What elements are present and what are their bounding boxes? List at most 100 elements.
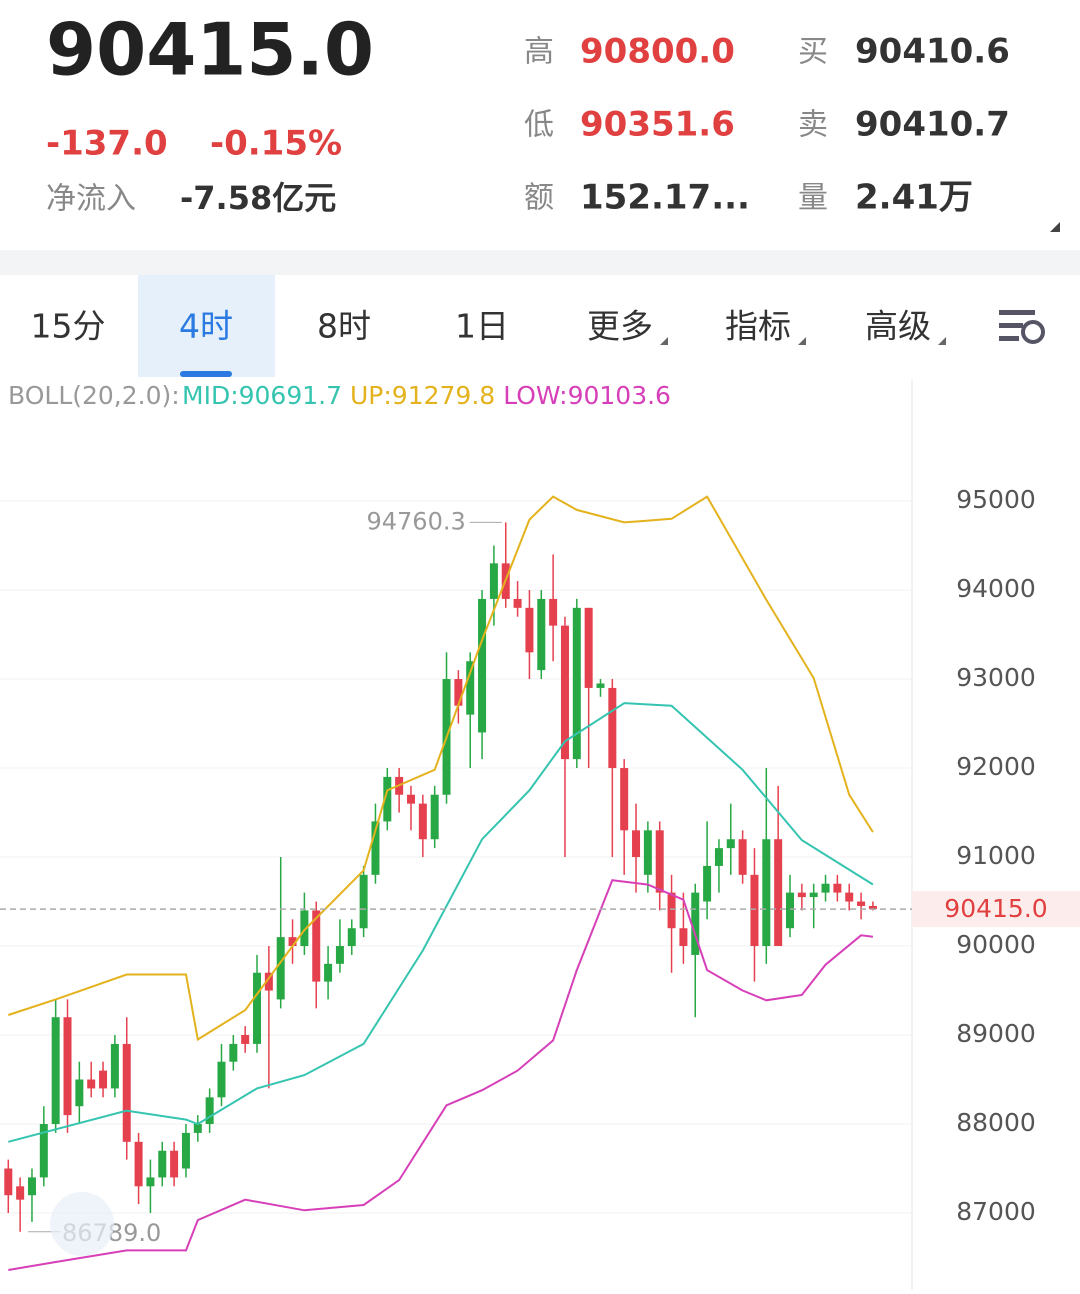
expand-icon[interactable] (1050, 222, 1060, 232)
dropdown-caret (938, 337, 946, 345)
stat-value: 90351.6 (580, 105, 735, 145)
candle-body (39, 1124, 48, 1178)
candle-body (620, 768, 629, 831)
inflow-label: 净流入 (46, 182, 136, 217)
stat-value: 90410.6 (855, 32, 1010, 72)
candle-body (596, 683, 605, 688)
candle-body (16, 1186, 25, 1200)
tab[interactable]: 1日 (455, 307, 509, 346)
candle-body (430, 794, 439, 840)
candle-body (99, 1070, 108, 1089)
settings-icon[interactable] (999, 310, 1045, 344)
dropdown-caret (660, 337, 668, 345)
candle-body (181, 1132, 190, 1169)
active-tab-underline (180, 371, 232, 377)
candle-body (466, 661, 475, 715)
tab[interactable]: 指标 (725, 307, 791, 346)
candle-body (608, 687, 617, 769)
candle-body (63, 1017, 72, 1116)
candle-body (4, 1168, 13, 1196)
candle-body (347, 928, 356, 947)
y-tick-label: 92000 (956, 752, 1036, 781)
tab[interactable]: 更多 (587, 307, 653, 346)
stat-label: 卖 (798, 108, 828, 143)
inflow: -7.58亿元 (180, 179, 336, 217)
candle-body (229, 1043, 238, 1062)
tab[interactable]: 高级 (865, 307, 931, 346)
tab[interactable]: 8时 (317, 307, 371, 346)
stat-value: 2.41万 (855, 178, 973, 218)
candle-body (217, 1061, 226, 1098)
candle-body (525, 607, 534, 653)
change-pct: -0.15% (210, 124, 342, 164)
candle-body (406, 794, 415, 804)
candle-body (300, 910, 309, 947)
candle-body (359, 874, 368, 929)
legend-entry: MID:90691.7 (182, 381, 342, 410)
candle-body (632, 830, 641, 858)
y-tick-label: 87000 (956, 1197, 1036, 1226)
candle-body (655, 830, 664, 893)
candle-body (288, 937, 297, 947)
change: -137.0 (46, 124, 168, 164)
candle-body (418, 803, 427, 840)
last-price-label: 90415.0 (944, 894, 1047, 923)
candle-body (762, 839, 771, 947)
candle-body (87, 1079, 96, 1089)
candle-body (158, 1150, 167, 1178)
candle-body (205, 1097, 214, 1125)
candle-body (726, 839, 735, 849)
legend-entry: LOW:90103.6 (503, 381, 671, 410)
last-price-box (912, 891, 1080, 928)
candle-body (27, 1177, 36, 1196)
candle-body (549, 598, 558, 626)
y-tick-label: 95000 (956, 485, 1036, 514)
candle-body (774, 839, 783, 947)
candle-body (845, 892, 854, 902)
boll-line (8, 879, 874, 1271)
candle-body (679, 928, 688, 947)
candle-body (572, 607, 581, 760)
stat-value: 90800.0 (580, 32, 735, 72)
candle-body (560, 625, 569, 760)
candle-body (193, 1124, 202, 1133)
candle-body (750, 874, 759, 947)
stat-label: 量 (798, 181, 828, 216)
price: 90415.0 (46, 8, 374, 92)
candle-body (537, 598, 546, 671)
candle-body (264, 972, 273, 991)
candle-body (857, 901, 866, 906)
candle-body (170, 1150, 179, 1178)
stat-label: 额 (524, 181, 554, 216)
candle-body (51, 1017, 60, 1125)
high-annotation: 94760.3 (366, 507, 465, 535)
candle-body (478, 598, 487, 733)
candle-body (454, 679, 463, 706)
legend-entry: UP:91279.8 (350, 381, 495, 410)
boll-line (8, 702, 874, 1143)
candle-body (821, 883, 830, 893)
candle-body (584, 607, 593, 688)
candle-body (738, 839, 747, 875)
float-button[interactable] (50, 1192, 114, 1256)
stat-value: 152.17... (580, 178, 750, 218)
tab[interactable]: 4时 (179, 307, 233, 346)
tab[interactable]: 15分 (31, 307, 106, 346)
candle-body (667, 892, 676, 929)
candle-body (312, 910, 321, 982)
candle-body (703, 865, 712, 902)
candle-body (335, 946, 344, 964)
candle-body (513, 598, 522, 608)
active-tab-bg (138, 275, 275, 377)
candle-body (643, 830, 652, 875)
dropdown-caret (798, 337, 806, 345)
candle-body (110, 1043, 119, 1089)
candle-body (489, 563, 498, 599)
candle-body (786, 892, 795, 929)
divider (0, 250, 1080, 275)
candle-body (797, 892, 806, 898)
y-tick-label: 91000 (956, 841, 1036, 870)
candle-body (809, 892, 818, 898)
candle-body (146, 1177, 155, 1187)
